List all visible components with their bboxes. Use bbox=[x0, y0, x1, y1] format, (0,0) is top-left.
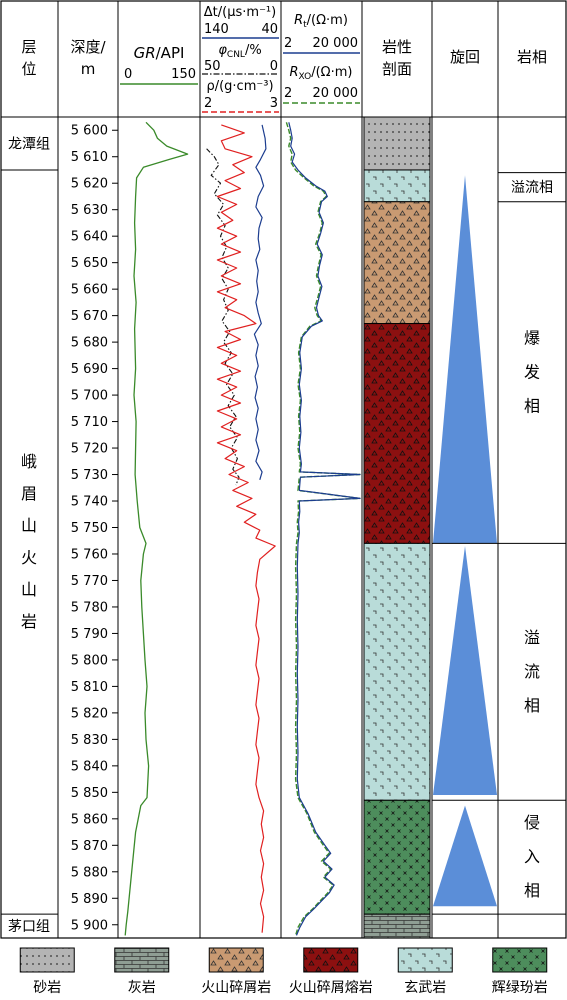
depth-label: 5 600 bbox=[71, 124, 108, 139]
facies-label: 溢流相 bbox=[511, 180, 553, 196]
legend-label-volcanic_breccia: 火山碎屑岩 bbox=[201, 980, 271, 996]
header-rxo-label: RXO/(Ω·m) bbox=[290, 65, 353, 82]
depth-label: 5 850 bbox=[71, 786, 108, 801]
facies-label: 溢流相 bbox=[524, 628, 540, 715]
depth-label: 5 860 bbox=[71, 812, 108, 827]
header-cnl-left: 50 bbox=[204, 59, 221, 74]
header-rho-left: 2 bbox=[204, 96, 212, 111]
depth-label: 5 820 bbox=[71, 706, 108, 721]
legend-swatch-limestone bbox=[114, 947, 170, 973]
depth-label: 5 900 bbox=[71, 918, 108, 933]
layer-label: 峨眉山火山岩 bbox=[21, 452, 37, 631]
depth-label: 5 690 bbox=[71, 362, 108, 377]
legend-label-limestone: 灰岩 bbox=[128, 980, 156, 996]
curve-dt bbox=[253, 124, 267, 480]
facies-label: 爆发相 bbox=[524, 329, 540, 416]
legend-swatch-volcanic_breccia_lava bbox=[303, 947, 359, 973]
depth-label: 5 760 bbox=[71, 547, 108, 562]
depth-label: 5 620 bbox=[71, 177, 108, 192]
lith-volcanic_breccia bbox=[363, 201, 431, 325]
cycle-triangle bbox=[433, 546, 497, 795]
legend-label-diabase: 辉绿玢岩 bbox=[492, 980, 548, 996]
depth-label: 5 730 bbox=[71, 468, 108, 483]
legend-label-sandstone: 砂岩 bbox=[33, 980, 61, 996]
figure-frame bbox=[0, 0, 567, 939]
depth-label: 5 870 bbox=[71, 839, 108, 854]
legend-swatch-diabase bbox=[492, 947, 548, 973]
lith-volcanic_breccia_lava bbox=[363, 323, 431, 544]
header-lith-line1: 岩性 bbox=[382, 38, 412, 56]
curve-gr bbox=[124, 121, 189, 936]
header-gr-max: 150 bbox=[171, 67, 196, 82]
lith-limestone bbox=[363, 913, 431, 939]
depth-label: 5 650 bbox=[71, 256, 108, 271]
depth-label: 5 710 bbox=[71, 415, 108, 430]
legend-swatch-basalt bbox=[397, 947, 453, 973]
lith-basalt bbox=[363, 542, 431, 801]
depth-label: 5 610 bbox=[71, 150, 108, 165]
depth-label: 5 890 bbox=[71, 892, 108, 907]
depth-label: 5 630 bbox=[71, 203, 108, 218]
header-gr-min: 0 bbox=[124, 67, 132, 82]
depth-label: 5 830 bbox=[71, 733, 108, 748]
header-gr-label: GR/API bbox=[134, 44, 185, 62]
depth-label: 5 840 bbox=[71, 759, 108, 774]
header-depth-line1: 深度/ bbox=[70, 38, 106, 56]
depth-label: 5 770 bbox=[71, 574, 108, 589]
depth-label: 5 720 bbox=[71, 442, 108, 457]
depth-label: 5 640 bbox=[71, 230, 108, 245]
depth-label: 5 670 bbox=[71, 309, 108, 324]
facies-label: 侵入相 bbox=[524, 813, 540, 900]
header-dt-right: 40 bbox=[261, 22, 278, 37]
lith-sandstone bbox=[363, 116, 431, 171]
header: 层 位 深度/ m GR/API 0 150 Δt/(μs·m⁻¹) 140 4… bbox=[21, 5, 547, 113]
header-layer-line1: 层 bbox=[21, 38, 36, 56]
cycle-triangle bbox=[433, 175, 497, 544]
depth-label: 5 740 bbox=[71, 495, 108, 510]
header-cnl-label: φCNL/% bbox=[218, 43, 261, 60]
lith-basalt bbox=[363, 169, 431, 203]
lith-diabase bbox=[363, 799, 431, 915]
header-rt-left: 2 bbox=[284, 36, 292, 51]
header-rt-right: 20 000 bbox=[313, 36, 359, 51]
depth-label: 5 880 bbox=[71, 865, 108, 880]
curve-rxo bbox=[285, 122, 361, 936]
header-depth-line2: m bbox=[81, 60, 96, 78]
header-facies: 岩相 bbox=[517, 48, 547, 66]
header-dt-left: 140 bbox=[204, 22, 229, 37]
depth-label: 5 810 bbox=[71, 680, 108, 695]
legend-label-basalt: 玄武岩 bbox=[404, 979, 446, 996]
legend-swatch-sandstone bbox=[19, 947, 75, 973]
header-dt-label: Δt/(μs·m⁻¹) bbox=[204, 5, 276, 20]
depth-label: 5 680 bbox=[71, 336, 108, 351]
depth-label: 5 790 bbox=[71, 627, 108, 642]
depth-label: 5 660 bbox=[71, 283, 108, 298]
header-lith-line2: 剖面 bbox=[382, 60, 412, 78]
cycle-triangle bbox=[433, 805, 497, 907]
curve-rt bbox=[288, 122, 361, 936]
column-dividers bbox=[57, 1, 499, 938]
depth-label: 5 700 bbox=[71, 389, 108, 404]
header-rho-right: 3 bbox=[270, 96, 278, 111]
curve-rho bbox=[216, 124, 276, 933]
header-cnl-right: 0 bbox=[270, 59, 278, 74]
log-body: 5 600 5 610 5 620 5 630 5 640 5 650 5 660 5 670… bbox=[1, 116, 566, 939]
layer-label: 龙潭组 bbox=[8, 135, 50, 152]
legend: 砂岩 灰岩 火山碎屑岩 火山碎屑熔岩 玄武岩 辉绿玢岩 bbox=[19, 947, 548, 996]
header-rxo-left: 2 bbox=[284, 86, 292, 101]
header-rt-label: Rt/(Ω·m) bbox=[294, 13, 348, 30]
legend-label-volcanic_breccia_lava: 火山碎屑熔岩 bbox=[289, 980, 373, 996]
depth-label: 5 800 bbox=[71, 653, 108, 668]
depth-label: 5 780 bbox=[71, 600, 108, 615]
header-cycle: 旋回 bbox=[450, 48, 480, 66]
legend-swatch-volcanic_breccia bbox=[208, 947, 264, 973]
header-rho-label: ρ/(g·cm⁻³) bbox=[206, 79, 273, 94]
depth-label: 5 750 bbox=[71, 521, 108, 536]
header-layer-line2: 位 bbox=[21, 60, 36, 78]
header-rxo-right: 20 000 bbox=[313, 86, 359, 101]
layer-label: 茅口组 bbox=[8, 919, 50, 935]
